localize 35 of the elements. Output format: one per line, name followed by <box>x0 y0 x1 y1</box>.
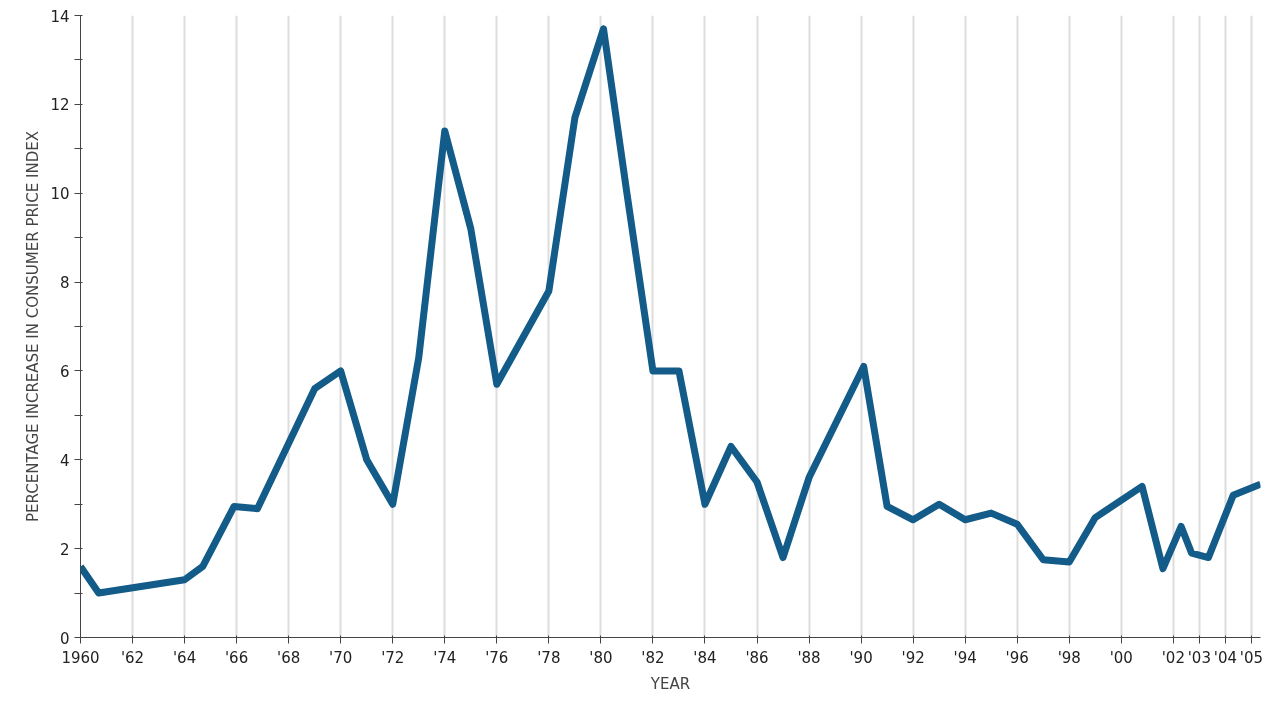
x-tick-label: '92 <box>901 648 925 667</box>
y-tick-label: 2 <box>59 540 70 559</box>
x-tick-label: '64 <box>172 648 197 667</box>
x-tick-label: '66 <box>225 648 249 667</box>
x-tick-label: '80 <box>589 648 613 667</box>
x-tick-label: '74 <box>433 648 457 667</box>
x-tick-label: '90 <box>849 648 873 667</box>
x-tick-label: '98 <box>1057 648 1081 667</box>
x-tick-label: '05 <box>1239 648 1264 667</box>
x-tick-label: '76 <box>485 648 509 667</box>
x-tick-label: '62 <box>120 648 145 667</box>
x-tick-label: 1960 <box>61 648 100 667</box>
y-tick-label: 12 <box>50 96 70 115</box>
x-tick-label: '04 <box>1213 648 1237 667</box>
y-axis-title: PERCENTAGE INCREASE IN CONSUMER PRICE INDEX <box>24 131 43 522</box>
x-tick-label: '88 <box>797 648 821 667</box>
y-tick-label: 0 <box>59 629 70 648</box>
x-axis-title: YEAR <box>649 674 691 693</box>
x-tick-label: '78 <box>537 648 561 667</box>
x-tick-label: '86 <box>745 648 769 667</box>
x-tick-label: '94 <box>953 648 977 667</box>
y-tick-label: 10 <box>50 185 70 204</box>
x-tick-label: '96 <box>1005 648 1029 667</box>
x-tick-label: '02 <box>1161 648 1185 667</box>
x-tick-label: '70 <box>329 648 353 667</box>
x-tick-label: '03 <box>1187 648 1211 667</box>
y-tick-label: 8 <box>59 274 70 293</box>
x-tick-label: '84 <box>693 648 717 667</box>
y-tick-label: 6 <box>59 362 70 381</box>
x-tick-label: '00 <box>1109 648 1133 667</box>
x-tick-label: '68 <box>277 648 301 667</box>
y-tick-label: 14 <box>50 7 70 26</box>
x-tick-label: '82 <box>641 648 665 667</box>
y-tick-label: 4 <box>59 451 70 470</box>
x-tick-label: '72 <box>381 648 405 667</box>
